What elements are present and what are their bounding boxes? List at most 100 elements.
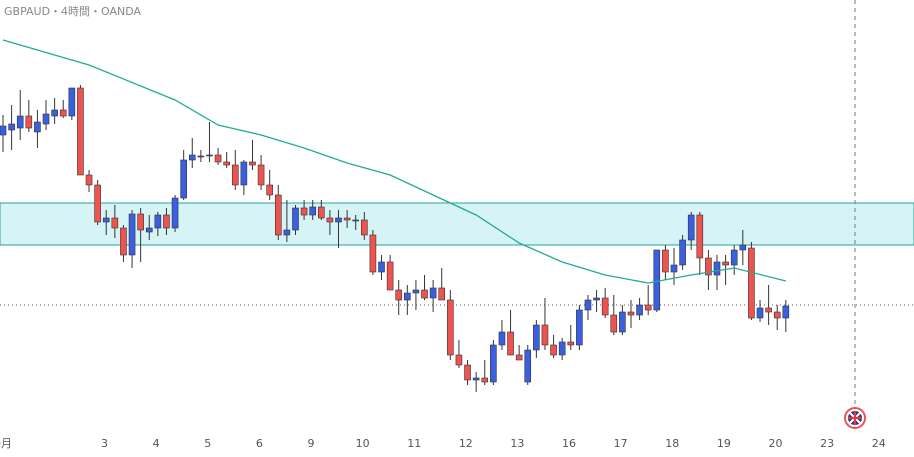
candle-body [42,113,50,125]
candle-body [601,297,609,316]
candle-body [464,364,471,381]
candle-body [111,217,119,229]
candle-body [257,164,265,186]
candle-body [619,311,626,333]
candle-body [206,154,213,157]
candle-body [249,161,256,166]
candle-body [51,109,58,117]
candle-body [369,234,377,273]
candle-body [180,159,187,199]
candle-body [455,354,463,366]
candle-body [352,219,360,222]
x-tick-label: 10 [356,437,370,450]
x-tick-label: 23 [820,437,834,450]
x-tick-label: 18 [665,437,679,450]
candle-body [679,239,686,266]
candle-body [662,249,669,273]
candle-body [550,344,557,356]
candle-body [507,331,514,356]
candle-body [404,292,411,301]
candle-body [593,297,600,301]
candle-body [214,154,222,163]
candle-body [292,207,299,231]
candle-body [102,217,110,223]
candle-body [773,311,781,319]
moving-average [2,39,786,284]
candle-body [0,125,7,136]
x-tick-label: 16 [562,437,576,450]
candle-body [163,214,170,229]
candle-body [231,164,239,186]
candle-body [68,87,76,117]
candle-body [240,161,248,186]
zone [0,202,914,246]
candle-body [343,217,351,221]
candle-body [644,304,652,311]
candle-body [94,184,101,223]
candle-body [610,314,618,333]
candle-body [8,123,15,131]
candle-body [524,349,532,383]
x-tick-label: 13 [510,437,524,450]
candle-body [25,115,33,129]
candle-body [713,261,721,276]
candle-body [361,219,368,236]
candle-body [197,155,205,158]
x-tick-label: 20 [769,437,783,450]
candle-body [541,324,549,346]
candle-body [429,287,437,299]
x-tick-label: 3 [101,437,108,450]
candle-body [722,261,729,266]
candle-body [137,213,144,231]
candle-body [283,229,291,236]
x-tick-label: 4 [153,437,160,450]
candle-body [739,244,747,251]
candle-body [154,214,162,229]
candle-body [412,289,420,294]
candle-body [223,161,230,166]
x-tick-label: 9月 [0,437,12,450]
x-tick-label: 19 [717,437,731,450]
x-tick-label: 17 [614,437,628,450]
candle-body [533,324,540,351]
candle-body [77,87,84,176]
candle-body [274,194,282,236]
candle-body [515,354,523,361]
candle-body [498,331,506,346]
candle-body [145,227,153,233]
x-tick-label: 9 [307,437,314,450]
candle-body [120,227,127,256]
x-tick-label: 6 [256,437,263,450]
chart-title: GBPAUD・4時間・OANDA [4,5,142,18]
candle-body [653,249,661,311]
candle-body [128,213,136,256]
candle-body [558,341,566,356]
candle-body [171,197,179,229]
candle-body [300,207,308,216]
candle-body [567,341,575,346]
candle-body [576,309,583,346]
candle-body [627,311,635,316]
candle-body [705,257,712,276]
candle-body [447,299,454,356]
candle-body [326,217,334,223]
candle-body [730,249,738,266]
candle-body [378,261,385,273]
candle-body [687,214,695,241]
candle-body [266,184,273,196]
candle-body [636,304,643,316]
candle-body [438,287,446,301]
candle-body [670,264,678,273]
candle-body [765,307,772,313]
candle-body [16,115,24,129]
candle-body [490,344,497,383]
candle-body [85,174,93,186]
candle-body [309,206,316,216]
candle-body [34,121,41,133]
candle-body [386,261,394,291]
candle-body [584,299,592,311]
candle-body [188,154,196,161]
x-tick-label: 11 [407,437,421,450]
candle-body [317,206,325,219]
